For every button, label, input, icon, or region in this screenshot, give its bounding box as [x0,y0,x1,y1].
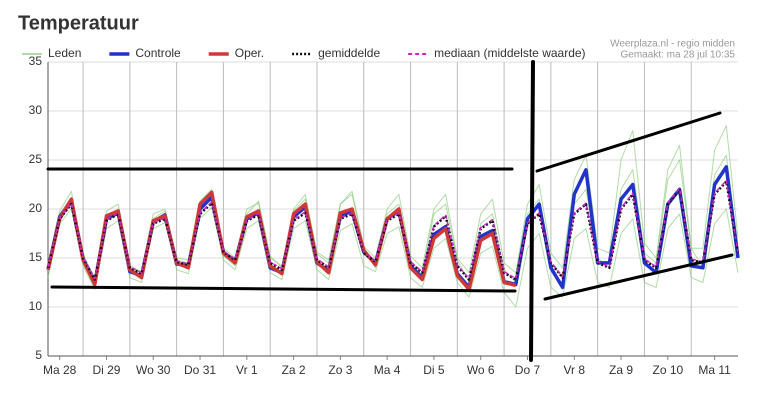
legend-label: Controle [135,46,181,60]
y-tick-label: 25 [29,152,43,166]
x-tick-label: Vr 1 [236,363,258,377]
x-tick-label: Vr 8 [563,363,585,377]
x-tick-label: Za 9 [609,363,633,377]
y-tick-label: 20 [29,201,43,215]
x-tick-label: Zo 3 [328,363,352,377]
series-line [47,154,739,283]
series-line [46,180,740,281]
x-tick-label: Ma 28 [43,363,77,377]
y-tick-label: 15 [29,250,43,264]
legend: Leden Controle Oper. gemiddelde mediaan (mid… [22,46,586,60]
legend-label: Leden [48,46,81,60]
annotation-line [543,253,734,301]
legend-label: Oper. [235,46,264,60]
x-tick-label: Do 31 [184,363,216,377]
series-line [47,206,739,308]
x-tick-label: Ma 11 [698,363,731,377]
y-tick-label: 35 [29,54,43,68]
y-tick-label: 10 [29,299,43,313]
annotation-line [50,285,517,293]
x-tick-label: Di 5 [423,363,445,377]
created: Gemaakt: ma 28 jul 10:35 [620,50,735,61]
chart-title: Temperatuur [18,12,139,34]
legend-label: gemiddelde [318,46,380,60]
series-line [46,190,517,292]
y-tick-label: 5 [35,348,42,362]
x-tick-label: Di 29 [92,363,120,377]
grid: 5 10 15 20 25 30 35 Ma 28 Di 29 Wo 30 Do 31 Vr 1 Za … [29,54,738,377]
x-tick-label: Do 7 [515,363,541,377]
annotations [46,60,734,362]
lines [46,125,740,308]
source: Weerplaza.nl - regio midden [610,39,735,50]
x-tick-label: Ma 4 [374,363,401,377]
x-tick-label: Zo 10 [652,363,683,377]
y-tick-label: 30 [29,103,43,117]
series-line [47,179,739,280]
x-tick-label: Wo 6 [467,363,495,377]
annotation-line [535,111,722,173]
annotation-line [529,60,535,362]
x-tick-label: Za 2 [282,363,306,377]
x-tick-label: Wo 30 [136,363,171,377]
series-line [47,125,739,279]
legend-label: mediaan (middelste waarde) [434,46,585,60]
